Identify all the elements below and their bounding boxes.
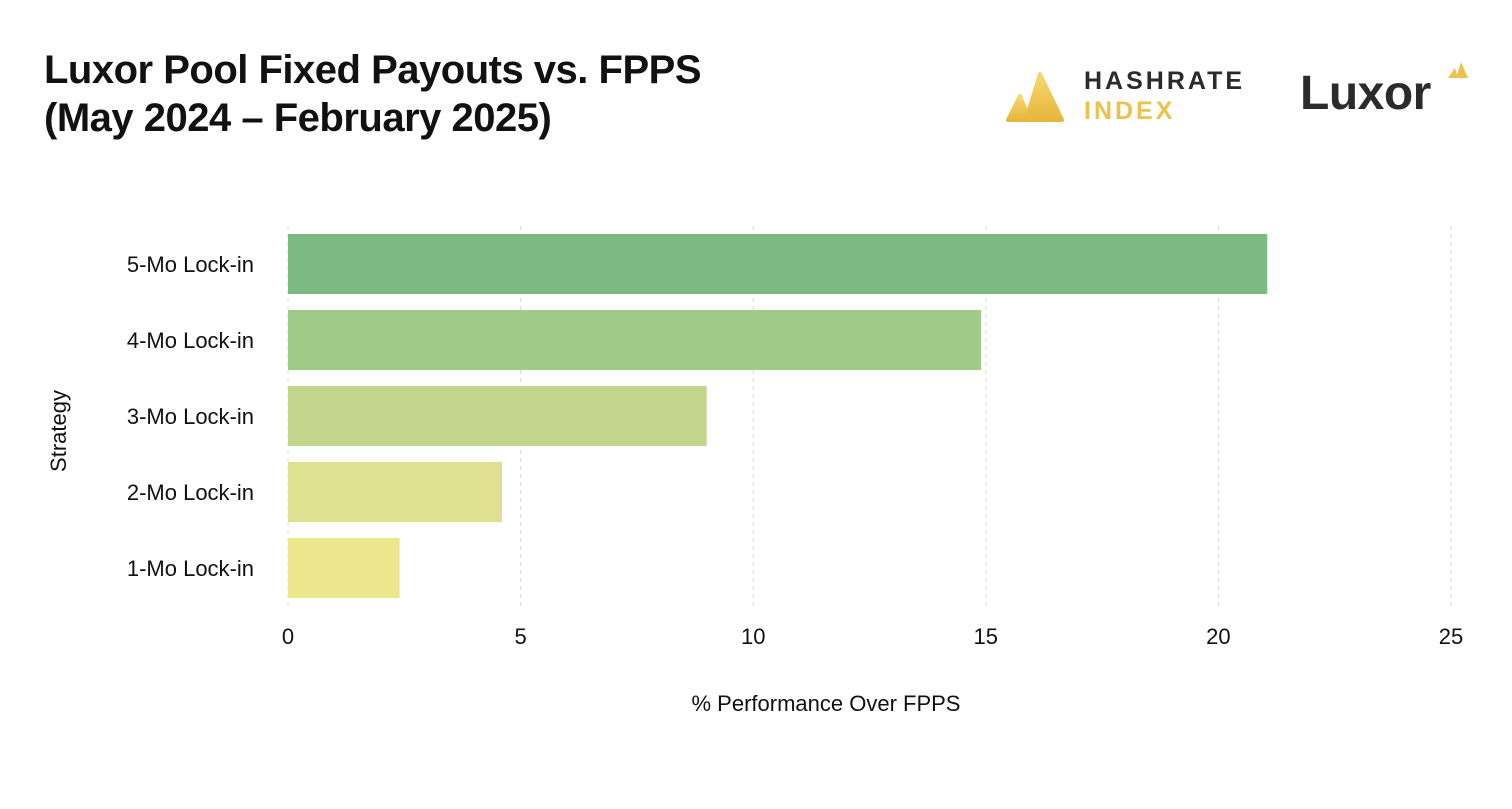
bar-3-mo-lock-in [288, 385, 707, 447]
y-axis-label: Strategy [46, 390, 71, 472]
chart-title-line-1: Luxor Pool Fixed Payouts vs. FPPS [44, 48, 702, 92]
hashrate-wordmark-line-1: HASHRATE [1084, 67, 1246, 95]
y-tick-label: 5-Mo Lock-in [127, 252, 254, 277]
luxor-wordmark: Luxor [1300, 67, 1431, 120]
x-tick-label: 5 [514, 624, 526, 649]
y-tick-label: 3-Mo Lock-in [127, 404, 254, 429]
x-tick-label: 0 [282, 624, 294, 649]
y-tick-label: 2-Mo Lock-in [127, 480, 254, 505]
luxor-logo: Luxor [1300, 58, 1475, 128]
bar-5-mo-lock-in [288, 233, 1268, 295]
bar-1-mo-lock-in [288, 537, 400, 599]
bar-2-mo-lock-in [288, 461, 502, 523]
chart-title-line-2: (May 2024 – February 2025) [44, 96, 552, 140]
x-tick-labels: 0 5 10 15 20 25 [282, 624, 1463, 649]
y-category-labels: 5-Mo Lock-in 4-Mo Lock-in 3-Mo Lock-in 2-Mo… [127, 252, 254, 581]
x-tick-label: 20 [1206, 624, 1230, 649]
x-axis-label: % Performance Over FPPS [692, 691, 961, 716]
hashrate-index-logo: HASHRATE INDEX [1006, 66, 1246, 130]
chart-title: Luxor Pool Fixed Payouts vs. FPPS (May 2… [44, 46, 702, 142]
bars [288, 233, 1268, 599]
hashrate-index-icon [1006, 72, 1064, 122]
x-tick-label: 10 [741, 624, 765, 649]
hashrate-wordmark-line-2: INDEX [1084, 97, 1176, 125]
hashrate-index-wordmark: HASHRATE INDEX [1084, 66, 1245, 126]
y-tick-label: 1-Mo Lock-in [127, 556, 254, 581]
bar-4-mo-lock-in [288, 309, 982, 371]
x-tick-label: 15 [974, 624, 998, 649]
x-tick-label: 25 [1439, 624, 1463, 649]
y-tick-label: 4-Mo Lock-in [127, 328, 254, 353]
luxor-triangle-icon [1448, 62, 1468, 78]
